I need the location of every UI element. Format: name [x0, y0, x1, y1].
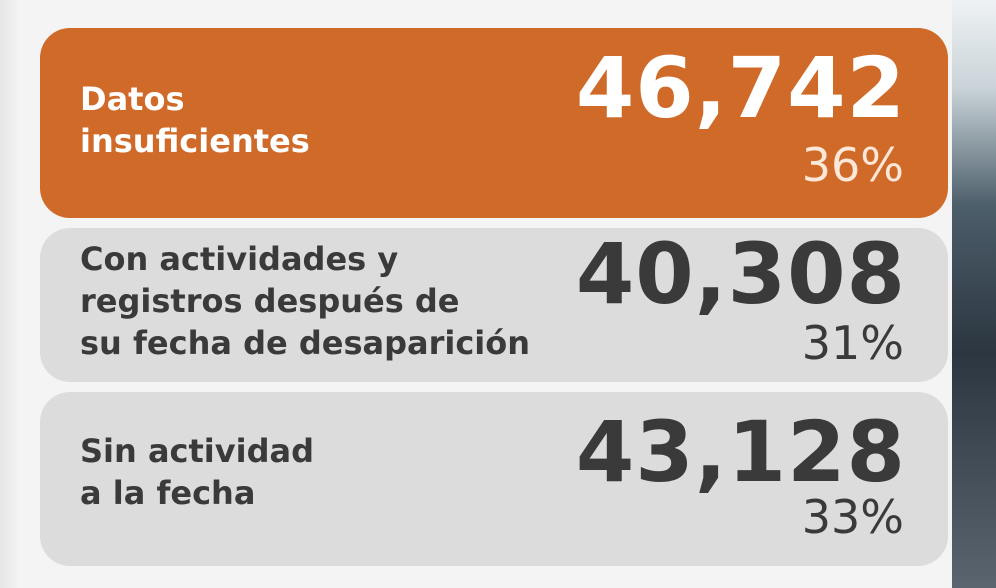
card-label: Sin actividad a la fecha: [80, 430, 314, 514]
label-line: su fecha de desaparición: [80, 324, 531, 362]
card-value: 43,128: [575, 403, 906, 501]
label-line: Sin actividad: [80, 432, 314, 470]
label-line: registros después de: [80, 282, 460, 320]
stat-card: Sin actividad a la fecha 43,128 33%: [40, 392, 948, 566]
label-line: Datos: [80, 80, 185, 118]
card-label: Datos insuficientes: [80, 78, 310, 162]
card-percent: 31%: [801, 316, 904, 370]
card-value: 40,308: [575, 225, 906, 323]
background-photo: [952, 0, 996, 588]
card-value: 46,742: [575, 39, 906, 137]
card-percent: 36%: [801, 138, 904, 192]
card-label: Con actividades y registros después de su …: [80, 238, 530, 364]
stat-card: Con actividades y registros después de su …: [40, 228, 948, 382]
background-edge: [0, 0, 22, 588]
label-line: insuficientes: [80, 122, 310, 160]
label-line: Con actividades y: [80, 240, 399, 278]
card-percent: 33%: [801, 490, 904, 544]
label-line: a la fecha: [80, 474, 256, 512]
stat-card: Datos insuficientes 46,742 36%: [40, 28, 948, 218]
